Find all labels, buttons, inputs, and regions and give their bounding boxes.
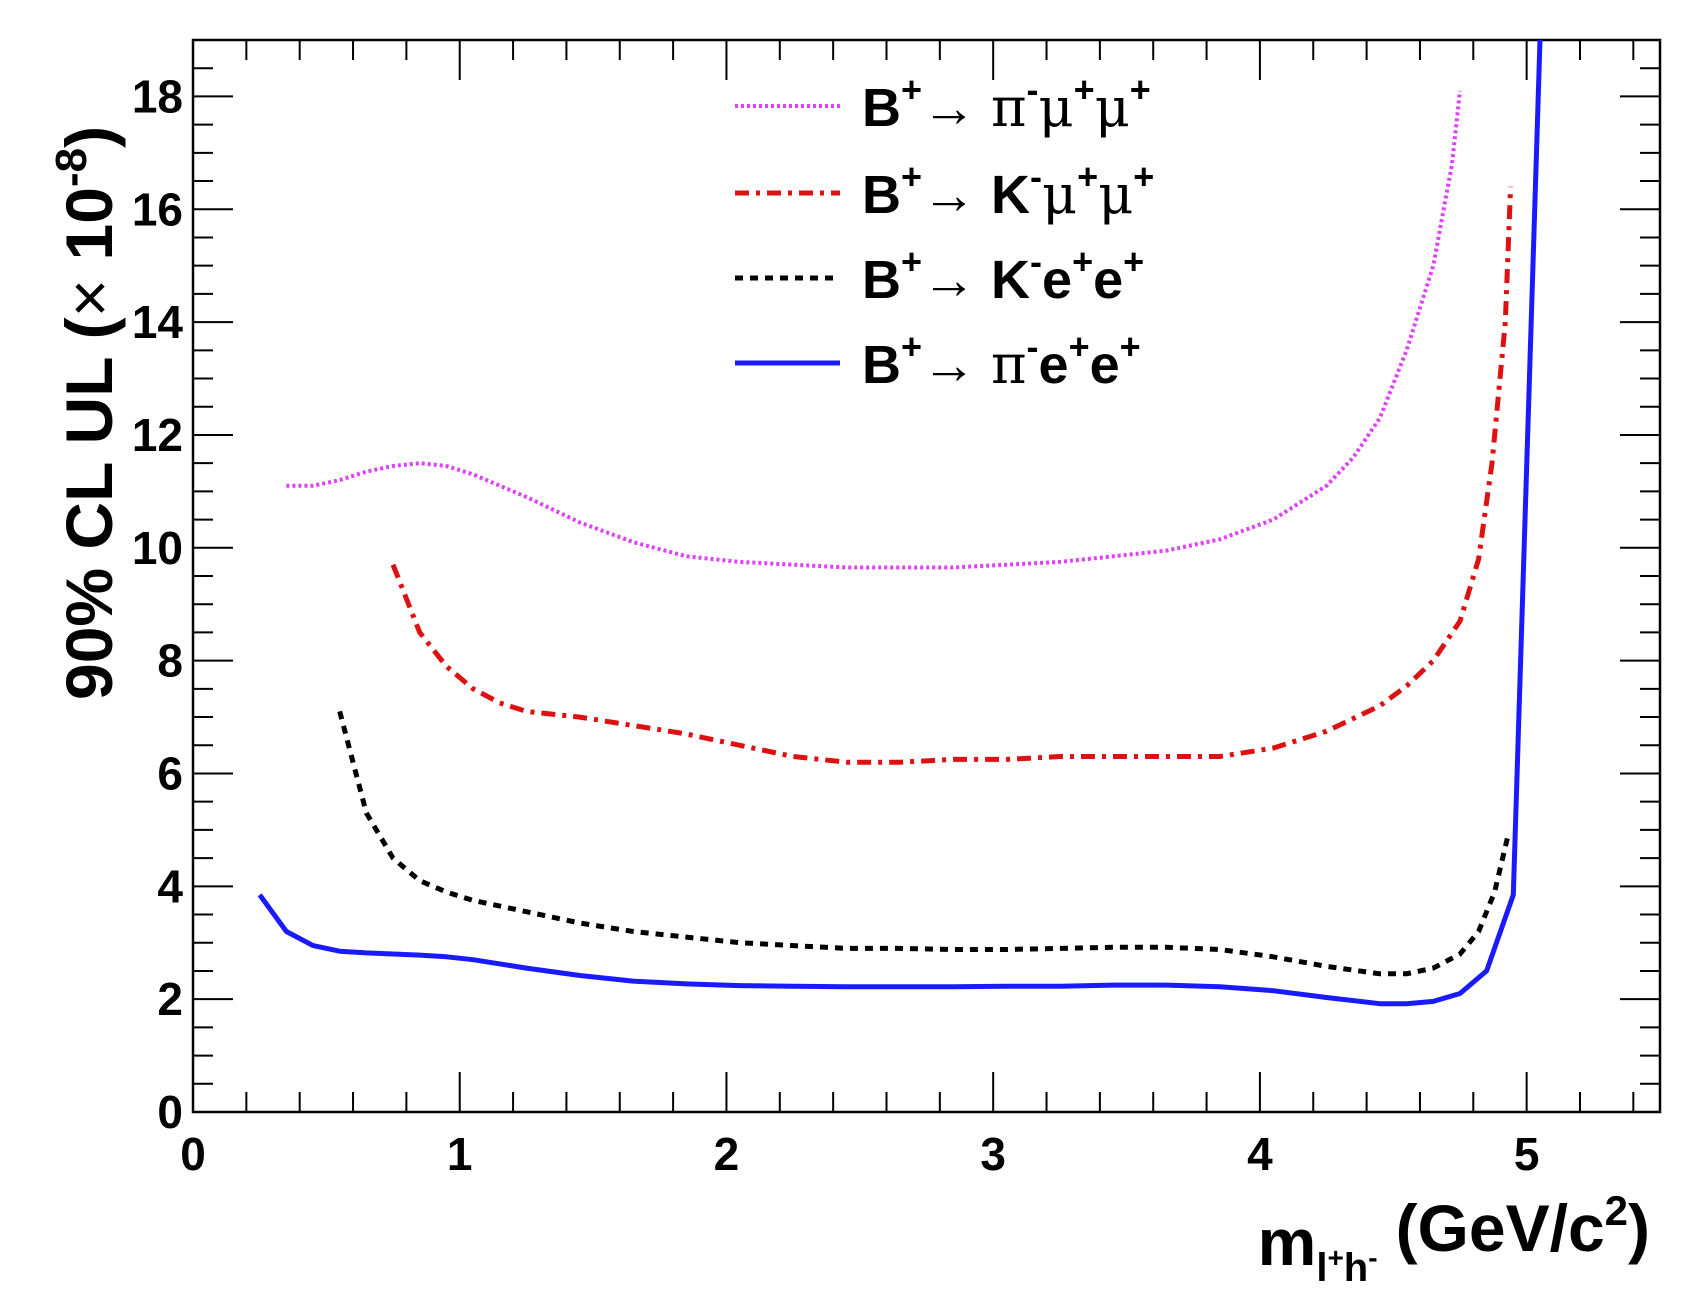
legend-label-4: B+→ π-e+e+: [862, 326, 1141, 396]
legend-label-part: +: [1130, 69, 1151, 110]
legend-label-2: B+→ K-μ+μ+: [862, 156, 1154, 226]
legend-label-part: +: [1123, 241, 1144, 282]
legend-label-part: π: [991, 333, 1027, 396]
x-title-units: (GeV/c: [1396, 1191, 1605, 1265]
legend-label-part: e: [1093, 250, 1123, 310]
x-tick-label: 1: [447, 1128, 473, 1180]
legend-label-part: B: [862, 78, 901, 138]
y-title-close: ): [52, 126, 126, 148]
legend-label-part: μ: [1098, 163, 1133, 226]
series-line-2: [390, 186, 1514, 765]
legend-label-part: +: [901, 241, 922, 282]
x-tick-label: 2: [714, 1128, 740, 1180]
legend-label-3: B+→ K-e+e+: [862, 241, 1144, 310]
legend-label-part: K: [991, 165, 1030, 225]
legend-label-part: μ: [1039, 76, 1074, 139]
legend-label-part: e: [1039, 335, 1069, 395]
series-layer: [257, 40, 1543, 1007]
y-title-mantissa: 10: [52, 187, 126, 279]
legend-label-1: B+→ π-μ+μ+: [862, 69, 1151, 139]
legend-label-part: +: [901, 326, 922, 367]
x-title-sub-minus: -: [1368, 1242, 1377, 1273]
legend-label-part: B: [862, 250, 901, 310]
y-tick-label: 8: [157, 635, 183, 687]
legend-label-part: μ: [1042, 163, 1077, 226]
x-title-sub-plus: +: [1327, 1242, 1343, 1273]
legend: B+→ π-μ+μ+B+→ K-μ+μ+B+→ K-e+e+B+→ π-e+e+: [735, 69, 1154, 396]
x-tick-label: 4: [1247, 1128, 1273, 1180]
y-tick-label: 4: [157, 860, 183, 912]
y-tick-label: 2: [157, 973, 183, 1025]
y-axis-title: 90% CL UL (× 10-8): [47, 126, 126, 700]
y-tick-label: 12: [132, 409, 183, 461]
legend-label-part: →: [922, 78, 991, 138]
series-line-1: [286, 90, 1462, 570]
legend-label-part: +: [1120, 326, 1141, 367]
legend-label-part: B: [862, 335, 901, 395]
x-title-units-sup: 2: [1605, 1187, 1628, 1234]
legend-label-part: e: [1042, 250, 1072, 310]
x-tick-label: 5: [1514, 1128, 1540, 1180]
x-tick-label: 0: [180, 1128, 206, 1180]
x-axis-title: ml+h- (GeV/c2): [1258, 1187, 1650, 1290]
series-line-4: [257, 40, 1543, 1007]
y-tick-label: 10: [132, 522, 183, 574]
legend-label-part: μ: [1095, 76, 1130, 139]
legend-label-part: -: [1027, 69, 1039, 110]
legend-label-part: +: [1074, 69, 1095, 110]
legend-label-part: K: [991, 250, 1030, 310]
y-tick-label: 0: [157, 1086, 183, 1138]
legend-label-part: →: [922, 335, 991, 395]
y-tick-label: 6: [157, 747, 183, 799]
legend-label-part: +: [901, 69, 922, 110]
x-title-sub-l: l: [1316, 1246, 1327, 1290]
y-tick-label: 16: [132, 183, 183, 235]
legend-label-part: -: [1027, 326, 1039, 367]
y-tick-label: 14: [132, 296, 184, 348]
legend-label-part: +: [901, 156, 922, 197]
x-title-main: m: [1258, 1205, 1317, 1279]
axis-ticks: [192, 39, 1660, 1113]
legend-label-part: -: [1030, 241, 1042, 282]
y-tick-labels: 0 2 4 6 8 10 12 14 16 18: [132, 70, 184, 1138]
series-line-3: [337, 710, 1511, 977]
y-title-main: 90% CL UL (: [52, 317, 126, 700]
x-tick-labels: 0 1 2 3 4 5: [180, 1128, 1539, 1180]
legend-label-part: +: [1077, 156, 1098, 197]
legend-label-part: e: [1090, 335, 1120, 395]
legend-label-part: +: [1072, 241, 1093, 282]
legend-label-part: +: [1069, 326, 1090, 367]
x-title-sub-h: h: [1344, 1246, 1368, 1290]
x-tick-label: 3: [980, 1128, 1006, 1180]
legend-label-part: π: [991, 76, 1027, 139]
y-tick-label: 18: [132, 70, 183, 122]
legend-label-part: -: [1030, 156, 1042, 197]
legend-label-part: +: [1133, 156, 1154, 197]
y-title-times: ×: [52, 279, 126, 318]
y-title-exponent: -8: [47, 148, 96, 187]
x-title-units-close: ): [1628, 1191, 1650, 1265]
legend-label-part: →: [922, 250, 991, 310]
legend-label-part: →: [922, 165, 991, 225]
legend-label-part: B: [862, 165, 901, 225]
